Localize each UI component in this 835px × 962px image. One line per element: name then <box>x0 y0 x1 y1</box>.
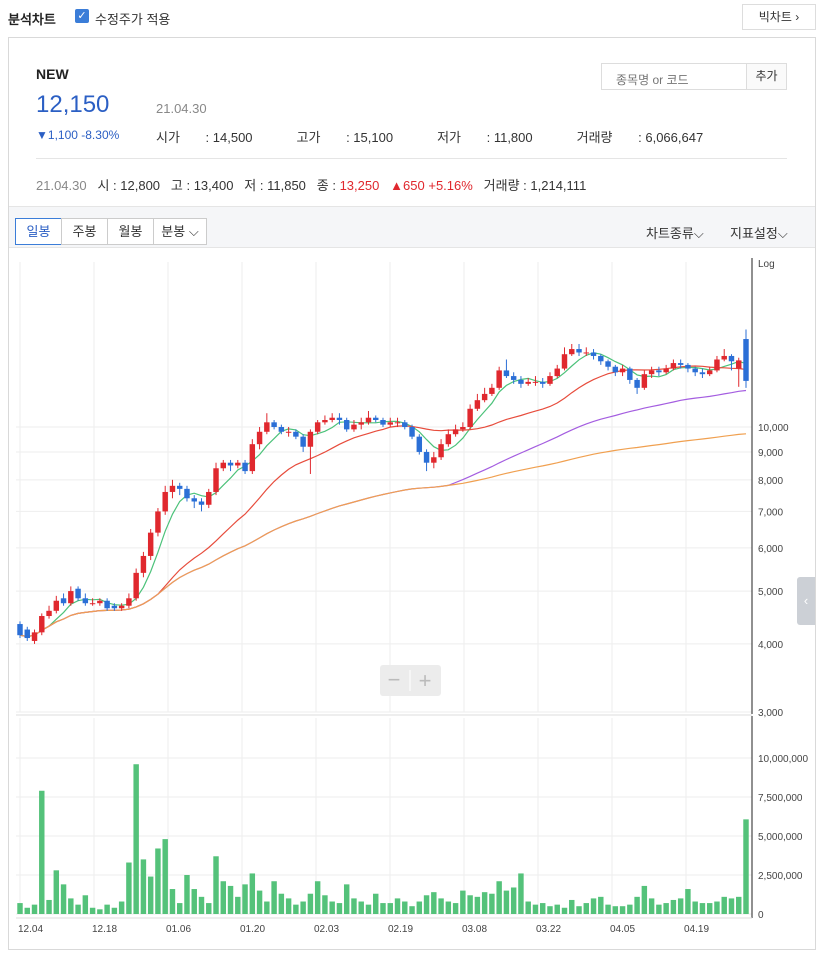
stock-name: NEW <box>36 66 69 82</box>
chart-toolbar: 일봉 주봉 월봉 분봉 ⌵ 차트종류⌵ 지표설정⌵ <box>9 206 815 248</box>
open-price: 시가 : 14,500 <box>156 130 253 145</box>
add-stock-button[interactable]: 추가 <box>746 63 787 90</box>
price-change: ▼1,100 -8.30% <box>36 128 120 142</box>
divider <box>36 158 787 159</box>
chart-type-menu[interactable]: 차트종류⌵ <box>646 226 704 241</box>
quote-ohlc: 시가 : 14,500 고가 : 15,100 저가 : 11,800 거래량 : 6… <box>156 127 747 146</box>
quote-date: 21.04.30 <box>156 101 207 116</box>
tab-weekly[interactable]: 주봉 <box>61 218 108 245</box>
chevron-right-icon: › <box>795 10 800 24</box>
tab-daily[interactable]: 일봉 <box>15 218 62 245</box>
tab-monthly[interactable]: 월봉 <box>107 218 154 245</box>
chevron-down-icon: ⌵ <box>185 224 199 239</box>
tab-minute[interactable]: 분봉 ⌵ <box>153 218 207 245</box>
day-info-bar: 21.04.30 시 : 12,800 고 : 13,400 저 : 11,85… <box>36 178 587 193</box>
page-title: 분석차트 <box>8 12 56 27</box>
indicator-settings-menu[interactable]: 지표설정⌵ <box>730 226 788 241</box>
bigchart-button[interactable]: 빅차트 › <box>742 4 816 30</box>
adjusted-price-label[interactable]: 수정주가 적용 <box>95 12 171 27</box>
adjusted-price-checkbox[interactable]: ✓ <box>75 9 89 23</box>
side-panel-toggle[interactable]: ‹ <box>797 577 815 625</box>
down-triangle-icon: ▼ <box>36 128 48 142</box>
chart-panel: NEW 12,150 21.04.30 ▼1,100 -8.30% 시가 : 1… <box>8 37 816 950</box>
top-bar: 분석차트 ✓ 수정주가 적용 빅차트 › <box>0 0 835 36</box>
current-price: 12,150 <box>36 91 110 118</box>
high-price: 고가 : 15,100 <box>296 130 394 145</box>
chevron-down-icon: ⌵ <box>777 226 788 241</box>
chevron-down-icon: ⌵ <box>693 226 704 241</box>
low-price: 저가 : 11,800 <box>437 130 533 145</box>
stock-search-input[interactable] <box>601 63 747 90</box>
trade-volume: 거래량 : 6,066,647 <box>576 130 704 145</box>
chevron-left-icon: ‹ <box>803 593 809 608</box>
